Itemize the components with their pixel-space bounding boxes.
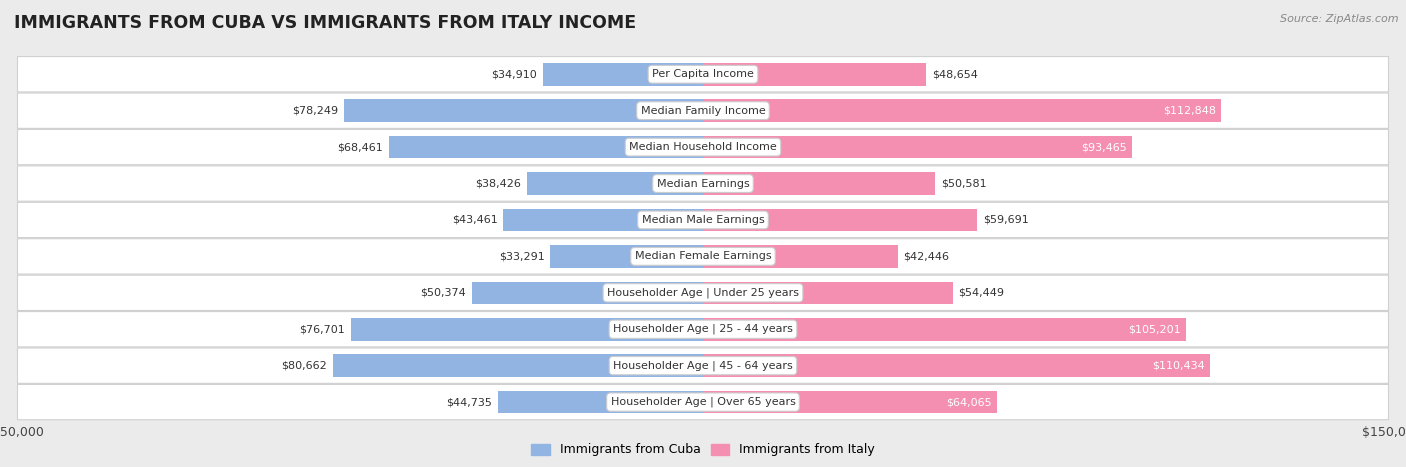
Text: $76,701: $76,701 [299,324,346,334]
Text: Source: ZipAtlas.com: Source: ZipAtlas.com [1281,14,1399,24]
Text: $93,465: $93,465 [1081,142,1126,152]
Text: $44,735: $44,735 [446,397,492,407]
Bar [703,282,953,304]
Text: $33,291: $33,291 [499,251,544,262]
FancyBboxPatch shape [17,93,1389,128]
Text: Median Earnings: Median Earnings [657,178,749,189]
Bar [703,136,1132,158]
Text: Per Capita Income: Per Capita Income [652,69,754,79]
Bar [703,318,1187,340]
Text: $48,654: $48,654 [932,69,977,79]
FancyBboxPatch shape [17,311,1389,347]
Bar [333,354,703,377]
Text: $50,374: $50,374 [420,288,467,298]
Bar [703,172,935,195]
Legend: Immigrants from Cuba, Immigrants from Italy: Immigrants from Cuba, Immigrants from It… [526,439,880,461]
Text: $64,065: $64,065 [946,397,991,407]
Text: $112,848: $112,848 [1163,106,1216,116]
Bar [703,245,898,268]
FancyBboxPatch shape [17,202,1389,238]
Bar [703,209,977,231]
Bar [350,318,703,340]
Bar [703,63,927,85]
Bar [343,99,703,122]
Bar [471,282,703,304]
Text: $59,691: $59,691 [983,215,1028,225]
Text: Median Female Earnings: Median Female Earnings [634,251,772,262]
Text: Householder Age | Over 65 years: Householder Age | Over 65 years [610,397,796,407]
FancyBboxPatch shape [17,129,1389,165]
Text: $78,249: $78,249 [292,106,337,116]
Text: Median Male Earnings: Median Male Earnings [641,215,765,225]
Text: Householder Age | Under 25 years: Householder Age | Under 25 years [607,288,799,298]
FancyBboxPatch shape [17,384,1389,420]
Text: $38,426: $38,426 [475,178,522,189]
Text: Householder Age | 25 - 44 years: Householder Age | 25 - 44 years [613,324,793,334]
Bar [526,172,703,195]
Bar [703,354,1211,377]
Text: $80,662: $80,662 [281,361,328,371]
Text: $43,461: $43,461 [453,215,498,225]
Text: $42,446: $42,446 [904,251,949,262]
FancyBboxPatch shape [17,239,1389,274]
Text: $50,581: $50,581 [941,178,987,189]
Bar [388,136,703,158]
Text: $105,201: $105,201 [1128,324,1181,334]
Bar [550,245,703,268]
FancyBboxPatch shape [17,166,1389,201]
Bar [498,391,703,413]
Bar [703,99,1222,122]
Bar [503,209,703,231]
Text: $54,449: $54,449 [959,288,1005,298]
Text: Median Household Income: Median Household Income [628,142,778,152]
FancyBboxPatch shape [17,275,1389,311]
FancyBboxPatch shape [17,57,1389,92]
Text: Median Family Income: Median Family Income [641,106,765,116]
Text: $110,434: $110,434 [1152,361,1205,371]
Text: $68,461: $68,461 [337,142,382,152]
FancyBboxPatch shape [17,348,1389,383]
Text: IMMIGRANTS FROM CUBA VS IMMIGRANTS FROM ITALY INCOME: IMMIGRANTS FROM CUBA VS IMMIGRANTS FROM … [14,14,636,32]
Bar [543,63,703,85]
Text: $34,910: $34,910 [492,69,537,79]
Text: Householder Age | 45 - 64 years: Householder Age | 45 - 64 years [613,361,793,371]
Bar [703,391,997,413]
